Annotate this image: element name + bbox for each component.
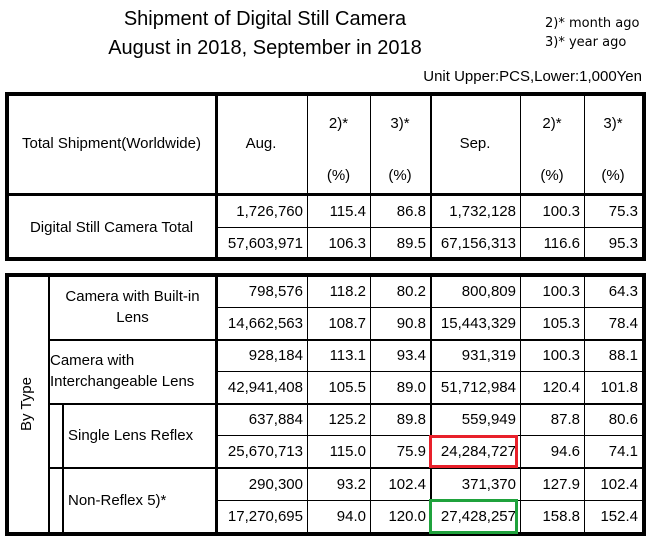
sep-value: 559,949 (461, 411, 516, 428)
unit-label: Unit Upper:PCS,Lower:1,000Yen (423, 68, 642, 85)
sep-value: 51,712,984 (440, 378, 516, 396)
sep-mom-pct: 158.8 (542, 508, 580, 525)
sep-yoy-pct: 75.3 (608, 202, 638, 220)
divider (48, 403, 646, 405)
divider (584, 94, 585, 259)
sep-mom-pct: 120.4 (542, 378, 580, 396)
divider (307, 94, 308, 259)
aug-value: 14,662,563 (227, 314, 303, 332)
title-line-2: August in 2018, September in 2018 (108, 37, 422, 59)
sep-value: 15,443,329 (440, 314, 516, 332)
group-label: Non-Reflex 5)* (68, 491, 167, 509)
total-table (5, 92, 646, 261)
divider (370, 94, 371, 259)
divider (215, 307, 646, 308)
sep-mom-pct: 94.6 (550, 442, 580, 460)
sep-mom-pct: 127.9 (542, 475, 580, 493)
aug-yoy-pct: 80.2 (396, 283, 426, 300)
divider (48, 339, 646, 341)
sep-yoy-pct: 95.3 (608, 234, 638, 252)
sep-yoy-pct: 78.4 (608, 314, 638, 332)
sep-value: 67,156,313 (440, 234, 516, 252)
aug-value: 25,670,713 (227, 442, 303, 460)
note-year-ago: 3)* year ago (545, 35, 627, 50)
highlight-red-box (429, 435, 518, 468)
divider (430, 94, 432, 259)
header-yoy: 3)* (390, 114, 410, 132)
aug-mom-pct: 94.0 (336, 508, 366, 525)
aug-mom-pct: 113.1 (329, 347, 366, 364)
aug-mom-pct: 115.0 (329, 442, 366, 460)
header-yoy: 3)* (603, 114, 623, 132)
aug-yoy-pct: 89.0 (396, 378, 426, 396)
sep-value: 371,370 (461, 475, 516, 493)
aug-value: 17,270,695 (227, 508, 303, 525)
divider (215, 94, 218, 259)
divider (215, 371, 646, 372)
sep-mom-pct: 100.3 (542, 283, 580, 300)
group-label: Camera with Interchangeable Lens (50, 352, 195, 390)
aug-value: 42,941,408 (227, 378, 303, 396)
aug-yoy-pct: 102.4 (388, 475, 426, 493)
divider (520, 94, 521, 259)
group-label: Single Lens Reflex (68, 426, 194, 444)
note-month-ago: 2)* month ago (545, 16, 640, 31)
aug-yoy-pct: 89.8 (396, 411, 426, 428)
title-line-1: Shipment of Digital Still Camera (123, 8, 407, 30)
aug-mom-pct: 125.2 (328, 411, 366, 428)
sep-yoy-pct: 102.4 (600, 475, 638, 493)
divider (215, 227, 646, 228)
aug-mom-pct: 106.3 (328, 234, 366, 252)
aug-yoy-pct: 90.8 (396, 314, 426, 332)
header-mom: 2)* (328, 114, 349, 132)
group-label: Camera with Built-in Lens (65, 288, 200, 326)
sep-value: 931,319 (461, 347, 516, 364)
aug-value: 637,884 (248, 411, 303, 428)
aug-mom-pct: 93.2 (336, 475, 366, 493)
by-type-label: By Type (18, 377, 35, 431)
aug-yoy-pct: 75.9 (396, 442, 426, 460)
header-total-shipment: Total Shipment(Worldwide) (22, 135, 201, 152)
aug-value: 928,184 (248, 347, 303, 364)
highlight-green-box (429, 499, 518, 534)
header-pct: (%) (326, 166, 351, 184)
aug-yoy-pct: 89.5 (396, 234, 426, 252)
header-pct: (%) (601, 166, 625, 184)
aug-mom-pct: 118.2 (329, 283, 366, 300)
sep-yoy-pct: 74.1 (608, 442, 638, 460)
row-label-total: Digital Still Camera Total (29, 218, 194, 236)
header-sep: Sep. (459, 135, 491, 152)
aug-yoy-pct: 86.8 (396, 202, 426, 220)
aug-mom-pct: 108.7 (328, 314, 366, 332)
aug-value: 1,726,760 (236, 202, 303, 220)
sep-mom-pct: 105.3 (542, 314, 580, 332)
sep-yoy-pct: 64.3 (608, 283, 638, 300)
sep-mom-pct: 87.8 (550, 411, 580, 428)
aug-mom-pct: 105.5 (328, 378, 366, 396)
sep-value: 27,428,257 (440, 508, 516, 525)
sep-mom-pct: 100.3 (542, 347, 580, 364)
divider (5, 193, 646, 196)
header-aug: Aug. (245, 135, 277, 152)
aug-value: 798,576 (248, 283, 303, 300)
sep-mom-pct: 100.3 (542, 202, 580, 220)
aug-mom-pct: 115.4 (329, 202, 366, 220)
sep-yoy-pct: 152.4 (600, 508, 638, 525)
sep-value: 24,284,727 (440, 442, 516, 460)
divider (48, 467, 646, 469)
sep-yoy-pct: 80.6 (608, 411, 638, 428)
aug-value: 290,300 (248, 475, 303, 493)
aug-yoy-pct: 93.4 (396, 347, 426, 364)
aug-value: 57,603,971 (227, 234, 303, 252)
sep-yoy-pct: 101.8 (600, 378, 638, 396)
sep-yoy-pct: 88.1 (608, 347, 638, 364)
header-pct: (%) (540, 166, 564, 184)
sep-mom-pct: 116.6 (543, 234, 580, 252)
header-mom: 2)* (542, 114, 562, 132)
aug-yoy-pct: 120.0 (388, 508, 426, 525)
sep-value: 800,809 (461, 283, 516, 300)
header-pct: (%) (388, 166, 412, 184)
sep-value: 1,732,128 (449, 202, 516, 220)
